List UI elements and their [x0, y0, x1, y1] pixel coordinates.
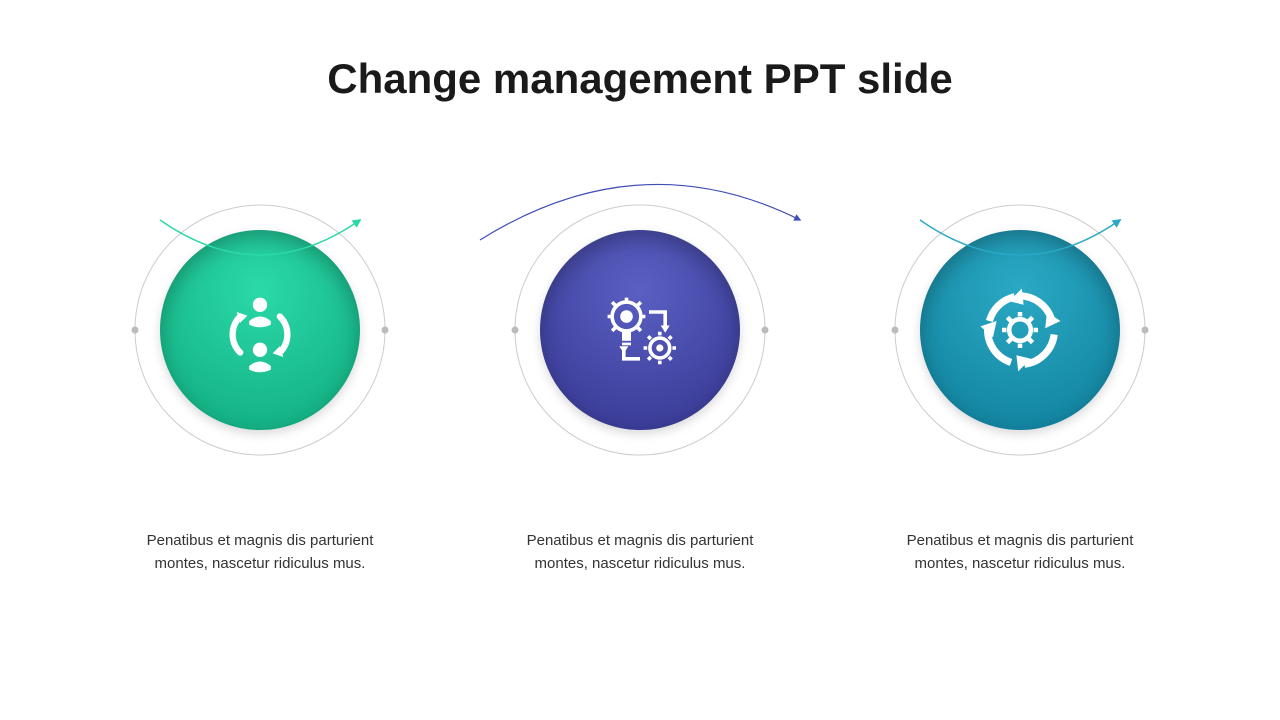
item-3: Penatibus et magnis dis parturient monte…: [890, 200, 1150, 575]
disc-2: [540, 230, 740, 430]
desc-1: Penatibus et magnis dis parturient monte…: [145, 530, 375, 575]
people-cycle-icon: [215, 285, 305, 375]
gear-arrows-icon: [975, 285, 1065, 375]
disc-1: [160, 230, 360, 430]
slide: Change management PPT slide: [0, 0, 1280, 720]
circle-wrap-1: [130, 200, 390, 460]
items-row: Penatibus et magnis dis parturient monte…: [0, 200, 1280, 575]
item-2: Penatibus et magnis dis parturient monte…: [510, 200, 770, 575]
item-1: Penatibus et magnis dis parturient monte…: [130, 200, 390, 575]
disc-3: [920, 230, 1120, 430]
bulb-gear-icon: [595, 285, 685, 375]
slide-title: Change management PPT slide: [0, 55, 1280, 103]
desc-2: Penatibus et magnis dis parturient monte…: [525, 530, 755, 575]
circle-wrap-3: [890, 200, 1150, 460]
circle-wrap-2: [510, 200, 770, 460]
desc-3: Penatibus et magnis dis parturient monte…: [905, 530, 1135, 575]
